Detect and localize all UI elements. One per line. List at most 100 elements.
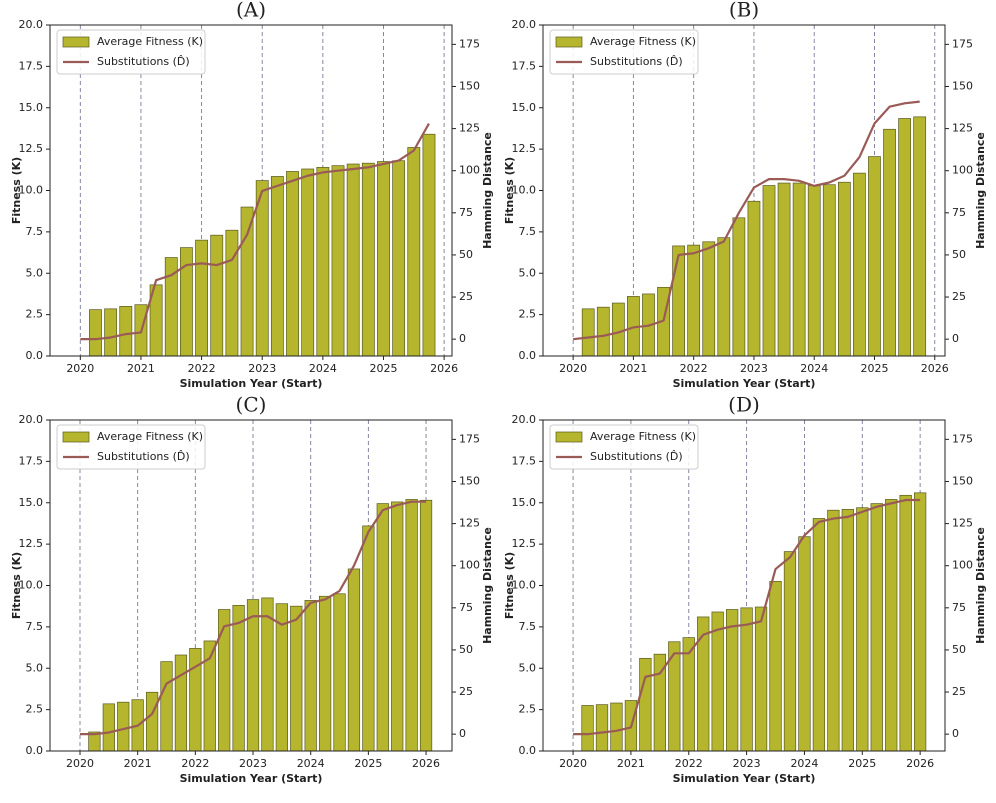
bar <box>740 607 753 752</box>
y-tick-label: 2.5 <box>519 308 537 321</box>
x-tick-label: 2021 <box>617 757 645 770</box>
bar <box>711 611 724 752</box>
bar <box>792 182 806 357</box>
bar <box>102 703 115 752</box>
bar <box>240 206 254 357</box>
legend-label: Average Fitness (K) <box>97 35 203 48</box>
bar <box>333 593 346 752</box>
x-tick-label: 2026 <box>921 362 949 375</box>
y-tick-label: 7.5 <box>26 225 44 238</box>
y2-axis-label: Hamming Distance <box>481 132 494 249</box>
bar <box>899 494 912 752</box>
bar <box>807 185 821 357</box>
plot-frame <box>542 24 946 357</box>
y-tick-label: 2.5 <box>26 308 44 321</box>
bar <box>822 184 836 357</box>
bar <box>762 185 776 357</box>
y2-tick-label: 0 <box>459 727 466 740</box>
y2-tick-label: 100 <box>952 164 973 177</box>
x-tick-label: 2024 <box>790 757 818 770</box>
bar <box>732 217 746 357</box>
bar <box>856 507 869 752</box>
bar <box>104 308 118 357</box>
x-tick-label: 2021 <box>124 757 152 770</box>
x-tick-label: 2022 <box>181 757 209 770</box>
bar <box>119 306 133 357</box>
y2-tick-label: 25 <box>952 685 966 698</box>
y-tick-label: 0.0 <box>519 349 537 362</box>
bar <box>827 509 840 752</box>
y2-tick-label: 100 <box>459 559 480 572</box>
y-tick-label: 10.0 <box>19 184 44 197</box>
y-tick-label: 12.5 <box>512 537 537 550</box>
bar <box>346 163 360 357</box>
legend-label: Substitutions (D̂) <box>590 450 683 463</box>
x-tick-label: 2026 <box>412 757 440 770</box>
bar <box>883 128 896 357</box>
bar <box>798 536 811 752</box>
bar <box>347 568 361 752</box>
x-axis-label: Simulation Year (Start) <box>180 377 323 390</box>
y-tick-label: 7.5 <box>519 225 537 238</box>
y2-tick-label: 25 <box>459 290 473 303</box>
y2-tick-label: 25 <box>459 685 473 698</box>
y2-tick-label: 175 <box>952 37 973 50</box>
bar <box>318 595 332 752</box>
y-tick-label: 15.0 <box>512 496 537 509</box>
line <box>573 100 920 341</box>
y-axis-label: Fitness (K) <box>503 157 516 224</box>
y2-tick-label: 75 <box>952 206 966 219</box>
bar <box>304 600 317 752</box>
bar <box>392 160 406 357</box>
y2-tick-label: 175 <box>952 432 973 445</box>
bar <box>697 616 710 752</box>
bar <box>160 661 173 752</box>
y-tick-label: 0.0 <box>26 349 44 362</box>
y2-tick-label: 150 <box>952 474 973 487</box>
panel: (B) Simulation Year (Start) Fitness (K) Ham… <box>503 0 987 390</box>
y-tick-label: 7.5 <box>519 620 537 633</box>
bar <box>841 509 854 752</box>
y2-axis-label: Hamming Distance <box>974 132 987 249</box>
x-tick-label: 2025 <box>860 362 888 375</box>
x-tick-label: 2022 <box>675 757 703 770</box>
bar <box>405 499 418 752</box>
bar <box>913 116 927 357</box>
legend-swatch <box>62 431 90 443</box>
y-tick-label: 20.0 <box>19 413 44 426</box>
legend-label: Substitutions (D̂) <box>97 450 190 463</box>
x-axis-label: Simulation Year (Start) <box>673 772 816 785</box>
plot-frame <box>542 419 946 752</box>
bar <box>117 701 130 752</box>
bar <box>777 182 791 357</box>
line <box>79 500 427 736</box>
y2-tick-label: 75 <box>952 601 966 614</box>
x-tick-label: 2021 <box>127 362 155 375</box>
legend-label: Substitutions (D̂) <box>97 55 190 68</box>
bar <box>275 603 288 752</box>
legend-box <box>56 424 206 470</box>
x-tick-label: 2022 <box>188 362 216 375</box>
bar <box>898 118 911 357</box>
bar <box>362 525 375 752</box>
plot-frame <box>49 419 453 752</box>
bar <box>361 162 375 357</box>
bar <box>672 245 685 357</box>
bar <box>702 241 716 357</box>
x-tick-label: 2023 <box>740 362 768 375</box>
bar <box>301 168 315 357</box>
bar <box>581 705 594 752</box>
legend-box <box>549 29 699 75</box>
bar <box>290 605 303 752</box>
bar <box>422 133 436 357</box>
y-tick-label: 20.0 <box>19 18 44 31</box>
x-tick-label: 2023 <box>248 362 276 375</box>
y2-tick-label: 150 <box>459 474 480 487</box>
bar <box>610 702 623 752</box>
y2-tick-label: 150 <box>459 79 480 92</box>
bar <box>316 166 330 357</box>
y-tick-label: 15.0 <box>19 101 44 114</box>
bar <box>376 503 389 752</box>
bar <box>726 609 739 752</box>
y2-tick-label: 0 <box>952 727 959 740</box>
